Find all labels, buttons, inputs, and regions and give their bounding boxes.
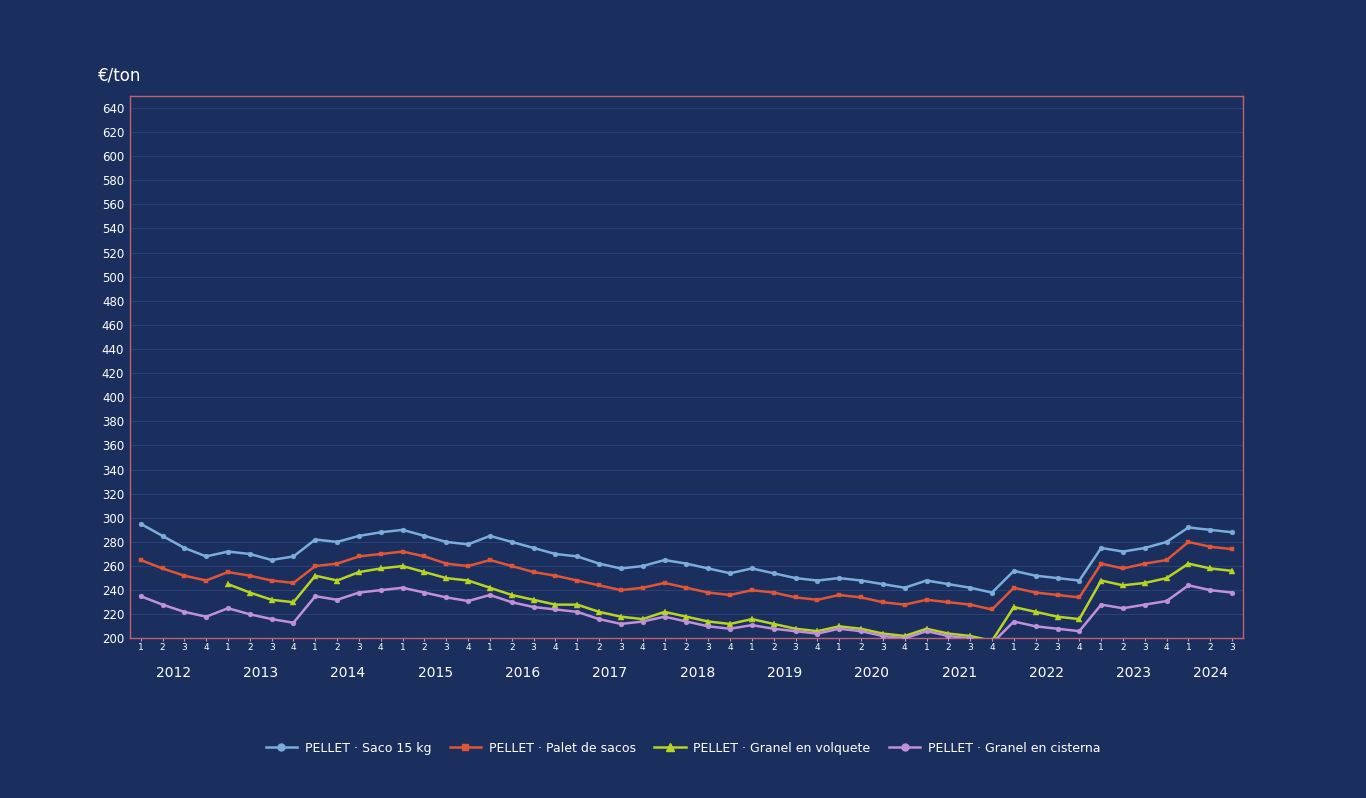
PELLET · Granel en cisterna	[373, 586, 389, 595]
PELLET · Granel en volquete	[743, 614, 759, 624]
PELLET · Palet de sacos	[918, 595, 934, 605]
PELLET · Palet de sacos	[852, 593, 869, 602]
PELLET · Granel en volquete	[460, 575, 477, 585]
PELLET · Granel en volquete	[1027, 607, 1044, 617]
Line: PELLET · Palet de sacos: PELLET · Palet de sacos	[138, 539, 1235, 612]
PELLET · Granel en volquete	[962, 631, 978, 641]
PELLET · Saco 15 kg	[918, 575, 934, 585]
PELLET · Granel en cisterna	[460, 596, 477, 606]
PELLET · Granel en volquete	[721, 619, 738, 629]
PELLET · Granel en volquete	[1202, 563, 1218, 573]
Line: PELLET · Saco 15 kg: PELLET · Saco 15 kg	[138, 521, 1235, 595]
PELLET · Granel en volquete	[896, 631, 912, 641]
PELLET · Granel en volquete	[1137, 578, 1153, 587]
Line: PELLET · Granel en volquete: PELLET · Granel en volquete	[224, 560, 1236, 644]
PELLET · Palet de sacos	[1202, 542, 1218, 551]
PELLET · Palet de sacos	[1224, 544, 1240, 554]
PELLET · Palet de sacos	[133, 555, 149, 565]
PELLET · Palet de sacos	[373, 549, 389, 559]
PELLET · Granel en volquete	[307, 571, 324, 580]
PELLET · Granel en volquete	[874, 629, 891, 638]
PELLET · Palet de sacos	[984, 605, 1000, 614]
PELLET · Saco 15 kg	[852, 575, 869, 585]
PELLET · Granel en cisterna	[1180, 581, 1197, 591]
PELLET · Granel en cisterna	[984, 638, 1000, 648]
PELLET · Granel en volquete	[678, 612, 694, 622]
PELLET · Saco 15 kg	[460, 539, 477, 549]
PELLET · Granel en volquete	[918, 624, 934, 634]
PELLET · Granel en volquete	[635, 614, 652, 624]
PELLET · Saco 15 kg	[984, 588, 1000, 598]
PELLET · Granel en volquete	[809, 626, 825, 636]
Legend: PELLET · Saco 15 kg, PELLET · Palet de sacos, PELLET · Granel en volquete, PELLE: PELLET · Saco 15 kg, PELLET · Palet de s…	[261, 737, 1105, 760]
PELLET · Palet de sacos	[460, 561, 477, 571]
PELLET · Granel en volquete	[852, 624, 869, 634]
PELLET · Granel en volquete	[373, 563, 389, 573]
PELLET · Granel en volquete	[1115, 581, 1131, 591]
PELLET · Granel en volquete	[395, 561, 411, 571]
PELLET · Granel en cisterna	[133, 591, 149, 601]
PELLET · Saco 15 kg	[373, 527, 389, 537]
PELLET · Granel en volquete	[940, 629, 956, 638]
Text: €/ton: €/ton	[98, 67, 142, 85]
PELLET · Granel en volquete	[482, 583, 499, 593]
Line: PELLET · Granel en cisterna: PELLET · Granel en cisterna	[138, 583, 1235, 646]
PELLET · Granel en volquete	[1224, 566, 1240, 575]
PELLET · Granel en volquete	[526, 595, 542, 605]
PELLET · Granel en volquete	[438, 573, 455, 583]
PELLET · Granel en volquete	[264, 595, 280, 605]
PELLET · Granel en volquete	[1049, 612, 1065, 622]
PELLET · Granel en volquete	[765, 619, 781, 629]
PELLET · Palet de sacos	[1180, 537, 1197, 547]
PELLET · Granel en cisterna	[918, 626, 934, 636]
PELLET · Granel en volquete	[285, 598, 302, 607]
PELLET · Granel en cisterna	[482, 591, 499, 600]
PELLET · Granel en volquete	[831, 622, 847, 631]
PELLET · Granel en volquete	[351, 567, 367, 577]
PELLET · Palet de sacos	[482, 555, 499, 565]
PELLET · Granel en volquete	[242, 588, 258, 598]
PELLET · Saco 15 kg	[133, 519, 149, 528]
PELLET · Granel en volquete	[787, 624, 803, 634]
PELLET · Granel en volquete	[1071, 614, 1087, 624]
PELLET · Granel en volquete	[699, 617, 716, 626]
PELLET · Granel en volquete	[220, 579, 236, 589]
PELLET · Granel en volquete	[1180, 559, 1197, 568]
PELLET · Granel en cisterna	[1224, 588, 1240, 598]
PELLET · Granel en volquete	[548, 600, 564, 610]
PELLET · Granel en volquete	[1158, 573, 1175, 583]
PELLET · Granel en volquete	[329, 575, 346, 585]
PELLET · Saco 15 kg	[1202, 525, 1218, 535]
PELLET · Granel en cisterna	[852, 626, 869, 636]
PELLET · Granel en cisterna	[1202, 586, 1218, 595]
PELLET · Saco 15 kg	[482, 531, 499, 541]
PELLET · Granel en volquete	[417, 567, 433, 577]
PELLET · Granel en volquete	[504, 591, 520, 600]
PELLET · Granel en volquete	[613, 612, 630, 622]
PELLET · Saco 15 kg	[1224, 527, 1240, 537]
PELLET · Granel en volquete	[984, 636, 1000, 646]
PELLET · Granel en volquete	[1093, 575, 1109, 585]
PELLET · Granel en volquete	[1005, 602, 1022, 612]
PELLET · Granel en volquete	[657, 607, 673, 617]
PELLET · Granel en volquete	[591, 607, 608, 617]
PELLET · Granel en volquete	[570, 600, 586, 610]
